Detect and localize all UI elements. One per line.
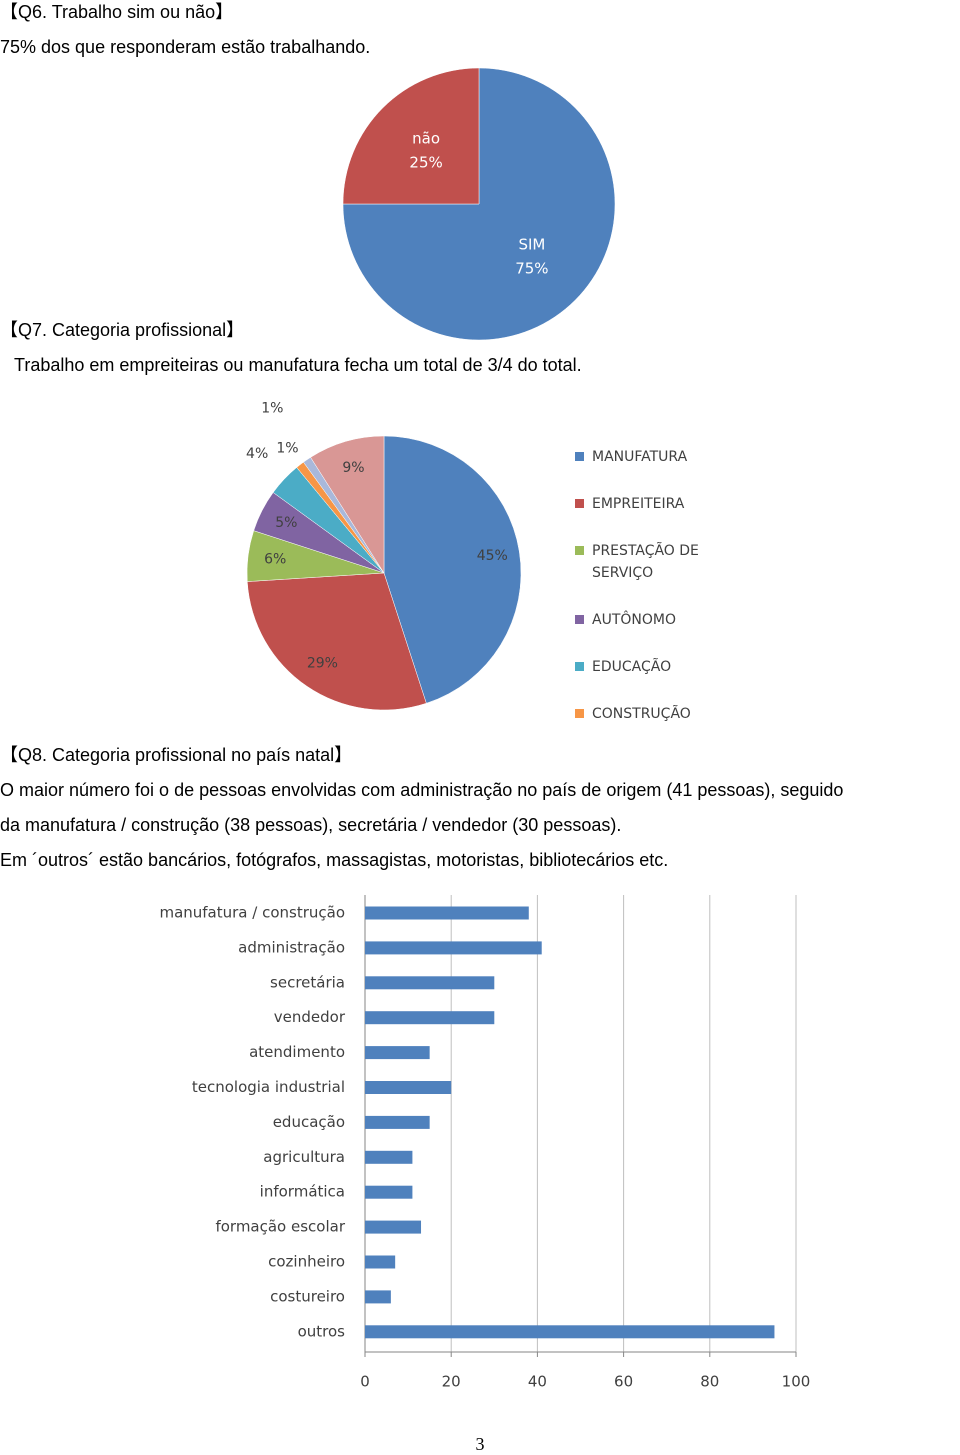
- pie-slice: [383, 435, 522, 704]
- section-heading: 【Q8. Categoria profissional no país nata…: [0, 745, 353, 765]
- pie-slice: [342, 67, 480, 205]
- bar: [365, 1255, 396, 1269]
- bar: [365, 976, 495, 990]
- slice-category-label: não: [412, 130, 440, 148]
- data-label: 6%: [264, 551, 286, 567]
- y-tick-label: informática: [260, 1183, 345, 1201]
- legend-swatch: [575, 709, 584, 718]
- paragraph-line: O maior número foi o de pessoas envolvid…: [0, 780, 844, 800]
- y-tick-label: vendedor: [274, 1008, 346, 1026]
- y-tick-label: secretária: [270, 973, 345, 991]
- paragraph-line: 75% dos que responderam estão trabalhand…: [0, 37, 371, 57]
- page-number: 3: [475, 1434, 485, 1454]
- legend-label: CONSTRUÇÃO: [592, 706, 691, 722]
- x-tick-label: 0: [360, 1373, 370, 1391]
- legend-item: EDUCAÇÃO: [575, 656, 725, 678]
- legend-item: CONSTRUÇÃO: [575, 703, 725, 725]
- bar: [365, 1046, 430, 1060]
- y-tick-label: administração: [238, 938, 345, 956]
- bar: [365, 1220, 422, 1234]
- bar: [365, 1325, 775, 1339]
- section-heading: 【Q6. Trabalho sim ou não】: [0, 2, 234, 22]
- pie-slice: [247, 572, 427, 711]
- bar: [365, 906, 529, 920]
- legend-swatch: [575, 452, 584, 461]
- x-tick-label: 60: [614, 1373, 633, 1391]
- section-heading: 【Q7. Categoria profissional】: [0, 320, 245, 340]
- legend-swatch: [575, 499, 584, 508]
- y-tick-label: cozinheiro: [268, 1253, 345, 1271]
- legend-label: MANUFATURA: [592, 449, 688, 465]
- y-tick-label: educação: [273, 1113, 345, 1131]
- bar: [365, 1011, 495, 1025]
- data-label: 29%: [307, 656, 338, 672]
- data-label: 1%: [276, 441, 298, 457]
- bar: [365, 1290, 391, 1304]
- paragraph-line: Em ´outros´ estão bancários, fotógrafos,…: [0, 850, 669, 870]
- bar: [365, 941, 542, 955]
- x-tick-label: 20: [442, 1373, 461, 1391]
- y-tick-label: tecnologia industrial: [192, 1078, 345, 1096]
- y-tick-label: agricultura: [263, 1148, 345, 1166]
- data-label: 45%: [477, 548, 508, 564]
- data-label: 9%: [342, 460, 364, 476]
- legend-label: EDUCAÇÃO: [592, 659, 672, 675]
- legend-item: PRESTAÇÃO DE SERVIÇO: [575, 540, 725, 584]
- data-label: 5%: [275, 515, 297, 531]
- legend-item: EMPREITEIRA: [575, 493, 725, 515]
- bar: [365, 1150, 413, 1164]
- bar: [365, 1185, 413, 1199]
- data-label: 25%: [409, 154, 442, 172]
- legend-swatch: [575, 662, 584, 671]
- legend-label: AUTÔNOMO: [592, 612, 676, 628]
- y-tick-label: manufatura / construção: [159, 904, 345, 922]
- legend-item: MANUFATURA: [575, 446, 725, 468]
- x-tick-label: 40: [528, 1373, 547, 1391]
- data-label: 75%: [515, 259, 548, 277]
- pie-slice: [310, 435, 385, 574]
- x-tick-label: 100: [782, 1373, 811, 1391]
- legend-swatch: [575, 615, 584, 624]
- bar: [365, 1081, 452, 1094]
- y-tick-label: outros: [298, 1322, 346, 1340]
- y-tick-label: formação escolar: [215, 1218, 345, 1236]
- bar: [365, 1115, 430, 1129]
- data-label: 1%: [261, 401, 283, 417]
- legend-label: EMPREITEIRA: [592, 496, 685, 512]
- paragraph-line: da manufatura / construção (38 pessoas),…: [0, 815, 622, 835]
- paragraph-line: Trabalho em empreiteiras ou manufatura f…: [14, 355, 582, 375]
- legend-label: PRESTAÇÃO DE SERVIÇO: [592, 543, 699, 581]
- x-tick-label: 80: [700, 1373, 719, 1391]
- legend-item: AUTÔNOMO: [575, 609, 725, 631]
- y-tick-label: atendimento: [249, 1043, 345, 1061]
- legend: MANUFATURA EMPREITEIRA PRESTAÇÃO DE SERVIÇ…: [575, 446, 725, 750]
- slice-category-label: SIM: [518, 235, 545, 253]
- legend-swatch: [575, 546, 584, 555]
- y-tick-label: costureiro: [270, 1287, 345, 1305]
- data-label: 4%: [246, 446, 268, 462]
